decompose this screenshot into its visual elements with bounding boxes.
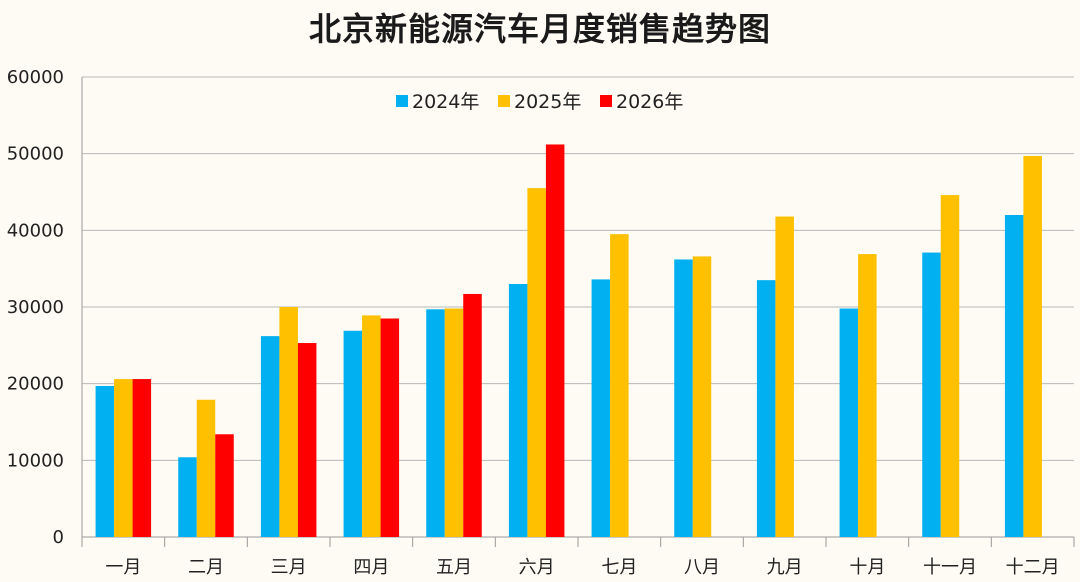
bar-2024年-九月 <box>756 280 776 537</box>
bar-2024年-二月 <box>178 457 197 537</box>
x-tick-label: 三月 <box>271 557 307 578</box>
y-tick-label: 20000 <box>7 374 64 395</box>
bar-2025年-七月 <box>610 234 629 537</box>
legend-label: 2025年 <box>514 91 581 113</box>
bar-2024年-十月 <box>839 308 859 537</box>
legend-swatch <box>600 95 612 107</box>
bar-2025年-一月 <box>114 379 133 537</box>
legend-swatch <box>396 95 408 107</box>
x-tick-label: 九月 <box>767 557 803 578</box>
x-tick-label: 八月 <box>684 557 720 578</box>
x-tick-label: 十月 <box>849 557 885 578</box>
legend-label: 2024年 <box>412 91 479 113</box>
x-tick-label: 六月 <box>519 557 555 578</box>
bar-2025年-十一月 <box>940 195 960 538</box>
bar-2024年-八月 <box>674 259 693 537</box>
x-tick-label: 五月 <box>436 557 472 578</box>
bar-2025年-二月 <box>196 399 216 537</box>
y-tick-label: 30000 <box>7 297 64 318</box>
bar-2026年-六月 <box>545 144 565 537</box>
bar-2024年-四月 <box>343 330 363 537</box>
bar-2026年-五月 <box>463 293 482 537</box>
y-tick-label: 60000 <box>7 67 64 88</box>
bar-2026年-一月 <box>132 379 152 537</box>
y-tick-label: 0 <box>53 527 64 548</box>
bar-2026年-四月 <box>380 318 400 537</box>
y-tick-label: 50000 <box>7 144 64 165</box>
bar-2025年-四月 <box>362 315 381 537</box>
bar-2024年-一月 <box>95 385 115 537</box>
chart-title: 北京新能源汽车月度销售趋势图 <box>308 10 771 48</box>
bar-2026年-二月 <box>215 434 234 537</box>
bar-2025年-八月 <box>692 256 712 537</box>
x-tick-label: 四月 <box>353 557 389 578</box>
bar-2024年-五月 <box>426 309 445 537</box>
x-tick-label: 七月 <box>601 557 637 578</box>
bar-2024年-六月 <box>508 284 528 537</box>
bar-2025年-三月 <box>279 307 298 537</box>
legend-swatch <box>498 95 510 107</box>
y-tick-label: 40000 <box>7 220 64 241</box>
bar-2024年-十二月 <box>1004 215 1024 537</box>
bar-2026年-三月 <box>297 343 317 537</box>
bar-2024年-十一月 <box>922 252 941 538</box>
bar-2025年-五月 <box>444 308 464 537</box>
x-tick-label: 十一月 <box>923 557 977 578</box>
bar-2025年-十二月 <box>1023 155 1042 537</box>
x-tick-label: 十二月 <box>1006 557 1060 578</box>
legend-label: 2026年 <box>616 91 683 113</box>
bar-2024年-三月 <box>260 336 280 537</box>
x-tick-label: 一月 <box>105 557 141 578</box>
bar-2025年-十月 <box>858 254 877 537</box>
bar-2025年-六月 <box>527 188 546 537</box>
y-tick-label: 10000 <box>7 450 64 471</box>
bar-2024年-七月 <box>591 279 611 537</box>
bar-2025年-九月 <box>775 216 794 538</box>
x-tick-label: 二月 <box>188 557 224 578</box>
